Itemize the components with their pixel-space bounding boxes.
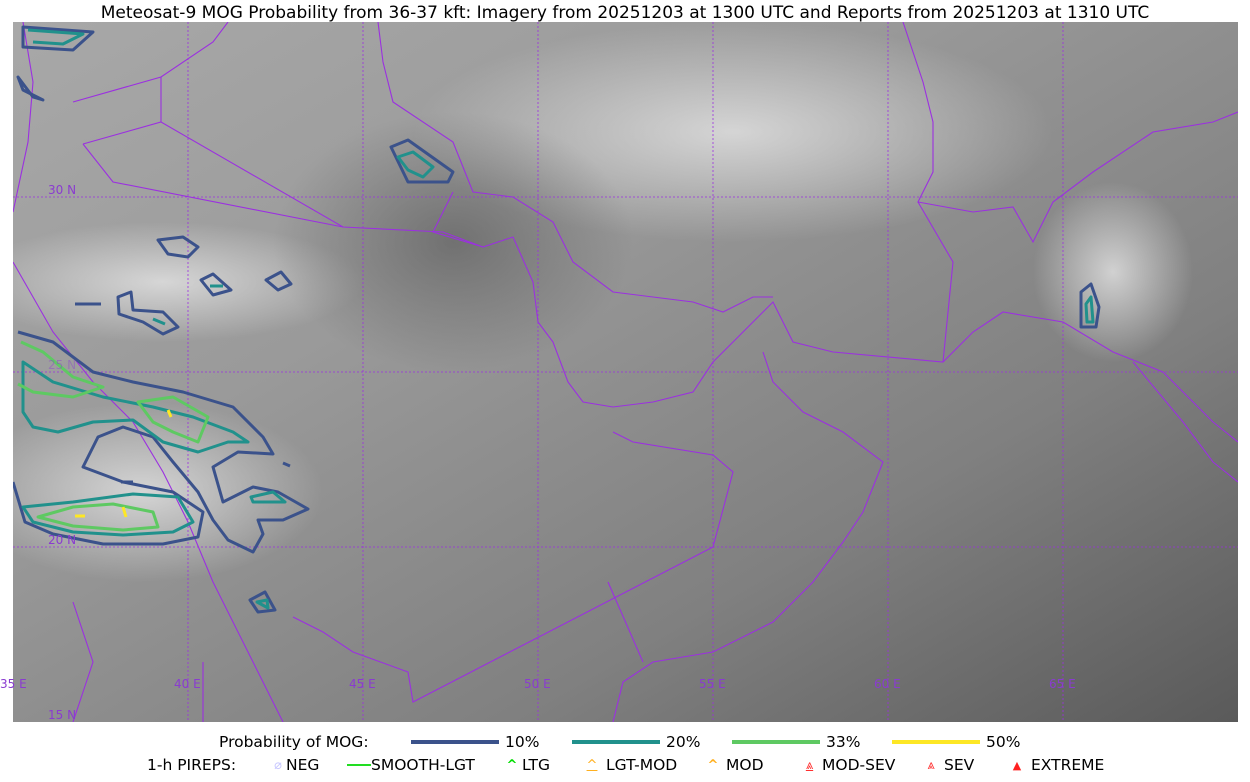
double-caret-icon: ⩓ [927, 757, 935, 773]
pirep-smooth-lgt: SMOOTH-LGT [347, 756, 475, 774]
prob-legend-50: 50% [892, 733, 1020, 751]
pirep-label: LTG [522, 756, 550, 774]
lon-label-60e: 60 E [874, 677, 901, 691]
pirep-mod-sev: ⩓ MOD-SEV [797, 756, 896, 774]
cloud-features [13, 22, 1193, 582]
pirep-label: SEV [944, 756, 975, 774]
pirep-mod: ^ MOD [700, 756, 764, 774]
double-caret-bar-icon: ⩓ [805, 757, 814, 773]
prob-label: 33% [826, 733, 861, 751]
prob-legend-20: 20% [572, 733, 700, 751]
pirep-legend-title: 1-h PIREPS: [147, 756, 237, 774]
line-swatch-33 [732, 740, 820, 744]
pirep-label: LGT-MOD [606, 756, 678, 774]
lat-label-25n: 25 N [48, 358, 77, 372]
line-swatch-20 [572, 740, 660, 744]
lon-label-50e: 50 E [524, 677, 551, 691]
smooth-line-icon [347, 764, 371, 766]
prob-label: 20% [666, 733, 701, 751]
satellite-map[interactable] [13, 22, 1238, 722]
pirep-lgt-mod: ^ LGT-MOD [578, 756, 678, 774]
prob-legend-33: 33% [732, 733, 860, 751]
prob-legend-title: Probability of MOG: [219, 733, 369, 751]
lon-label-45e: 45 E [349, 677, 376, 691]
lon-label-35e: 35 E [0, 677, 27, 691]
lon-label-40e: 40 E [174, 677, 201, 691]
pirep-sev: ⩓ SEV [918, 756, 974, 774]
prob-label: 10% [505, 733, 540, 751]
map-title: Meteosat-9 MOG Probability from 36-37 kf… [100, 3, 1150, 23]
gridlines [13, 22, 1238, 722]
line-swatch-10 [411, 740, 499, 744]
pirep-neg: ⌀ NEG [270, 756, 319, 774]
line-swatch-50 [892, 740, 980, 744]
pirep-label: EXTREME [1031, 756, 1105, 774]
prob-legend-10: 10% [411, 733, 539, 751]
pirep-ltg: ^ LTG [502, 756, 550, 774]
pirep-extreme: ▲ EXTREME [1003, 756, 1105, 774]
prob-label: 50% [986, 733, 1021, 751]
pirep-label: MOD [726, 756, 764, 774]
lon-label-65e: 65 E [1049, 677, 1076, 691]
lon-label-55e: 55 E [699, 677, 726, 691]
lat-label-20n: 20 N [48, 533, 77, 547]
pirep-label: SMOOTH-LGT [371, 756, 475, 774]
neg-icon: ⌀ [274, 757, 282, 773]
filled-triangle-icon: ▲ [1012, 758, 1022, 772]
pirep-label: NEG [286, 756, 320, 774]
mog-contours [13, 25, 1101, 614]
pirep-label: MOD-SEV [822, 756, 896, 774]
caret-bar-icon: ^ [586, 757, 598, 773]
caret-icon: ^ [707, 757, 719, 773]
caret-icon: ^ [506, 757, 518, 773]
lat-label-30n: 30 N [48, 183, 77, 197]
lat-label-15n: 15 N [48, 708, 77, 722]
